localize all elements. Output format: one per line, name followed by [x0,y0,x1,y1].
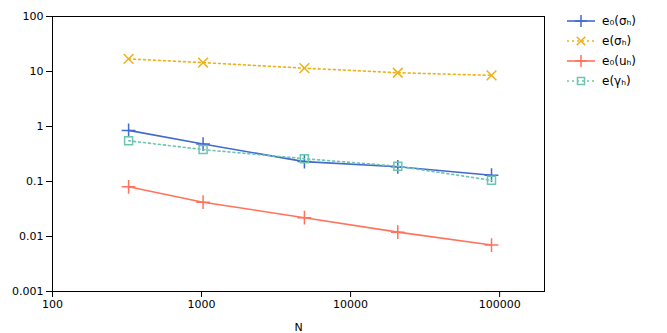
svg-text:100: 100 [23,10,44,23]
svg-text:100000: 100000 [479,298,521,311]
html-text:e₀(σₕ): e₀(σₕ) [602,14,636,28]
svg-text:1: 1 [37,120,44,133]
html-text:e₀(uₕ): e₀(uₕ) [602,54,636,68]
svg-text:0.01: 0.01 [19,230,44,243]
svg-text:100: 100 [42,298,63,311]
svg-text:1000: 1000 [188,298,216,311]
html-text:e(σₕ): e(σₕ) [602,34,632,48]
html-text:e(γₕ): e(γₕ) [602,74,631,88]
svg-text:N: N [294,321,302,333]
svg-text:0.1: 0.1 [26,175,44,188]
svg-text:10: 10 [30,65,44,78]
svg-text:0.001: 0.001 [12,285,44,298]
svg-text:10000: 10000 [333,298,368,311]
